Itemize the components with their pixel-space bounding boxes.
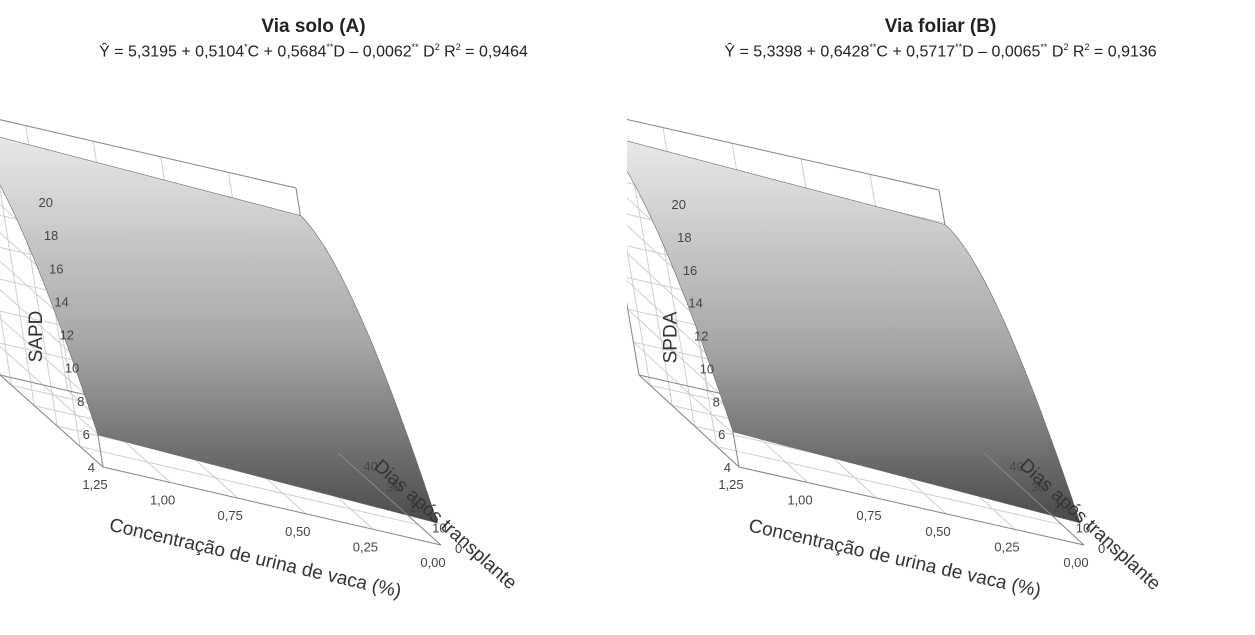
grid-line-left-wall	[0, 345, 99, 435]
grid-line-left-wall-vertical	[627, 247, 651, 386]
eq-r2: 0,9136	[1107, 43, 1157, 61]
z-tick-label: 10	[65, 361, 79, 376]
z-tick-label: 14	[54, 294, 68, 309]
eq-r2: 0,9464	[478, 43, 528, 61]
eq-var2: D	[962, 43, 974, 61]
y-axis-line	[337, 452, 442, 546]
x-axis-title: Concentração de urina de vaca (%)	[107, 515, 403, 603]
x-tick-label: 1,25	[718, 477, 743, 492]
x-axis-line	[102, 466, 442, 546]
z-tick-label: 16	[683, 263, 697, 278]
z-tick-label: 10	[700, 361, 714, 376]
response-surface	[0, 136, 438, 524]
grid-line-floor	[79, 446, 419, 526]
z-tick-label: 8	[713, 394, 720, 409]
z-tick-label: 8	[77, 394, 84, 409]
eq-c1: 0,6428	[820, 43, 870, 61]
z-tick-label: 14	[688, 296, 702, 311]
z-tick-label: 18	[677, 230, 691, 245]
eq-c3: 0,0062	[362, 43, 412, 61]
chart-title: Via foliar (B)	[884, 16, 997, 37]
z-tick-label: 6	[718, 427, 725, 442]
x-tick-label: 0,00	[1063, 555, 1088, 570]
z-tick-label: 16	[49, 261, 63, 276]
chart-panel-b: Via foliar (B) Ŷ = 5,3398 + 0,6428**C + …	[627, 0, 1254, 635]
grid-line-left-wall-vertical	[0, 309, 12, 386]
grid-line-left-wall	[0, 317, 93, 402]
z-tick-label: 6	[83, 427, 90, 442]
eq-c0: 5,3195	[128, 43, 177, 61]
chart-title: Via solo (A)	[261, 16, 366, 37]
y-tick-label: 20	[1054, 500, 1068, 515]
eq-var3: D	[423, 43, 435, 61]
eq-c2: 0,5684	[277, 43, 327, 61]
y-tick-label: 10	[432, 521, 446, 536]
x-tick-label: 0,25	[994, 539, 1019, 554]
eq-yhat: Ŷ	[99, 43, 110, 61]
z-tick-label: 18	[44, 228, 58, 243]
x-tick-label: 0,00	[420, 555, 445, 570]
z-axis-title: SAPD	[26, 311, 47, 363]
x-tick-label: 0,50	[925, 524, 950, 539]
z-tick-label: 4	[724, 460, 731, 475]
surface-plot-b: 4 6 8 10 12 14 16 18 20 1,25 1,00 0,75 0,50 0,25 0,00 0…	[627, 118, 1164, 602]
x-tick-label: 0,75	[218, 508, 243, 523]
axis-frame-edge	[627, 301, 640, 376]
grid-line-left-wall-vertical	[627, 142, 673, 406]
z-axis-title: SPDA	[661, 311, 682, 363]
response-surface	[627, 140, 1081, 524]
grid-line-floor	[716, 446, 1062, 526]
eq-var2: D	[333, 43, 345, 61]
axis-frame-edge	[638, 374, 740, 468]
eq-sig1: **	[869, 42, 877, 52]
grid-line-left-wall-vertical	[0, 185, 35, 406]
x-axis-line	[738, 466, 1085, 546]
eq-c3: 0,0065	[991, 43, 1041, 61]
y-tick-label: 10	[1076, 521, 1090, 536]
z-tick-label: 12	[694, 329, 708, 344]
y-tick-label: 40	[363, 459, 377, 474]
eq-sig2: **	[955, 42, 963, 52]
grid-line-left-wall	[633, 341, 734, 435]
eq-sig3: **	[1040, 42, 1048, 52]
eq-sig1: *	[244, 42, 248, 52]
y-tick-label: 30	[386, 480, 400, 495]
x-tick-label: 0,25	[353, 539, 378, 554]
axis-frame-edge	[0, 374, 104, 468]
z-tick-label: 12	[60, 328, 74, 343]
eq-sig2: **	[326, 42, 334, 52]
y-tick-label: 40	[1009, 459, 1023, 474]
eq-c1: 0,5104	[195, 43, 245, 61]
x-tick-label: 0,50	[285, 524, 310, 539]
eq-var1: C	[876, 43, 888, 61]
y-axis-line	[983, 452, 1085, 546]
y-axis-title: Dias após transplante	[370, 456, 521, 594]
z-tick-label: 4	[88, 460, 95, 475]
y-tick-label: 0	[1098, 541, 1105, 556]
grid-line-left-wall	[627, 308, 729, 402]
z-tick-label: 20	[39, 195, 53, 210]
eq-sig3: **	[411, 42, 419, 52]
x-tick-label: 1,25	[82, 477, 107, 492]
y-axis-title: Dias após transplante	[1015, 455, 1164, 595]
eq-c2: 0,5717	[906, 43, 956, 61]
y-tick-label: 20	[409, 500, 423, 515]
chart-panel-a: Via solo (A) Ŷ = 5,3195 + 0,5104*C + 0,5…	[0, 0, 627, 635]
regression-equation: Ŷ = 5,3195 + 0,5104*C + 0,5684**D – 0,00…	[99, 42, 528, 61]
eq-yhat: Ŷ	[724, 43, 736, 61]
y-tick-label: 30	[1031, 480, 1045, 495]
z-tick-label: 20	[672, 197, 686, 212]
y-tick-label: 0	[455, 541, 462, 556]
eq-var1: C	[247, 43, 260, 61]
axis-frame-edge	[627, 118, 940, 191]
eq-c0: 5,3398	[753, 43, 803, 61]
x-tick-label: 1,00	[150, 493, 175, 508]
eq-var3: D	[1051, 43, 1064, 61]
x-axis-title: Concentração de urina de vaca (%)	[747, 516, 1043, 602]
surface-plot-a: 4 6 8 10 12 14 16 18 20 1,25 1,00 0,75 0,50 0,25 0,00 0…	[0, 119, 521, 603]
axis-frame-edge	[0, 119, 297, 189]
x-tick-label: 0,75	[856, 508, 881, 523]
x-tick-label: 1,00	[787, 493, 812, 508]
regression-equation: Ŷ = 5,3398 + 0,6428**C + 0,5717**D – 0,0…	[724, 42, 1157, 61]
